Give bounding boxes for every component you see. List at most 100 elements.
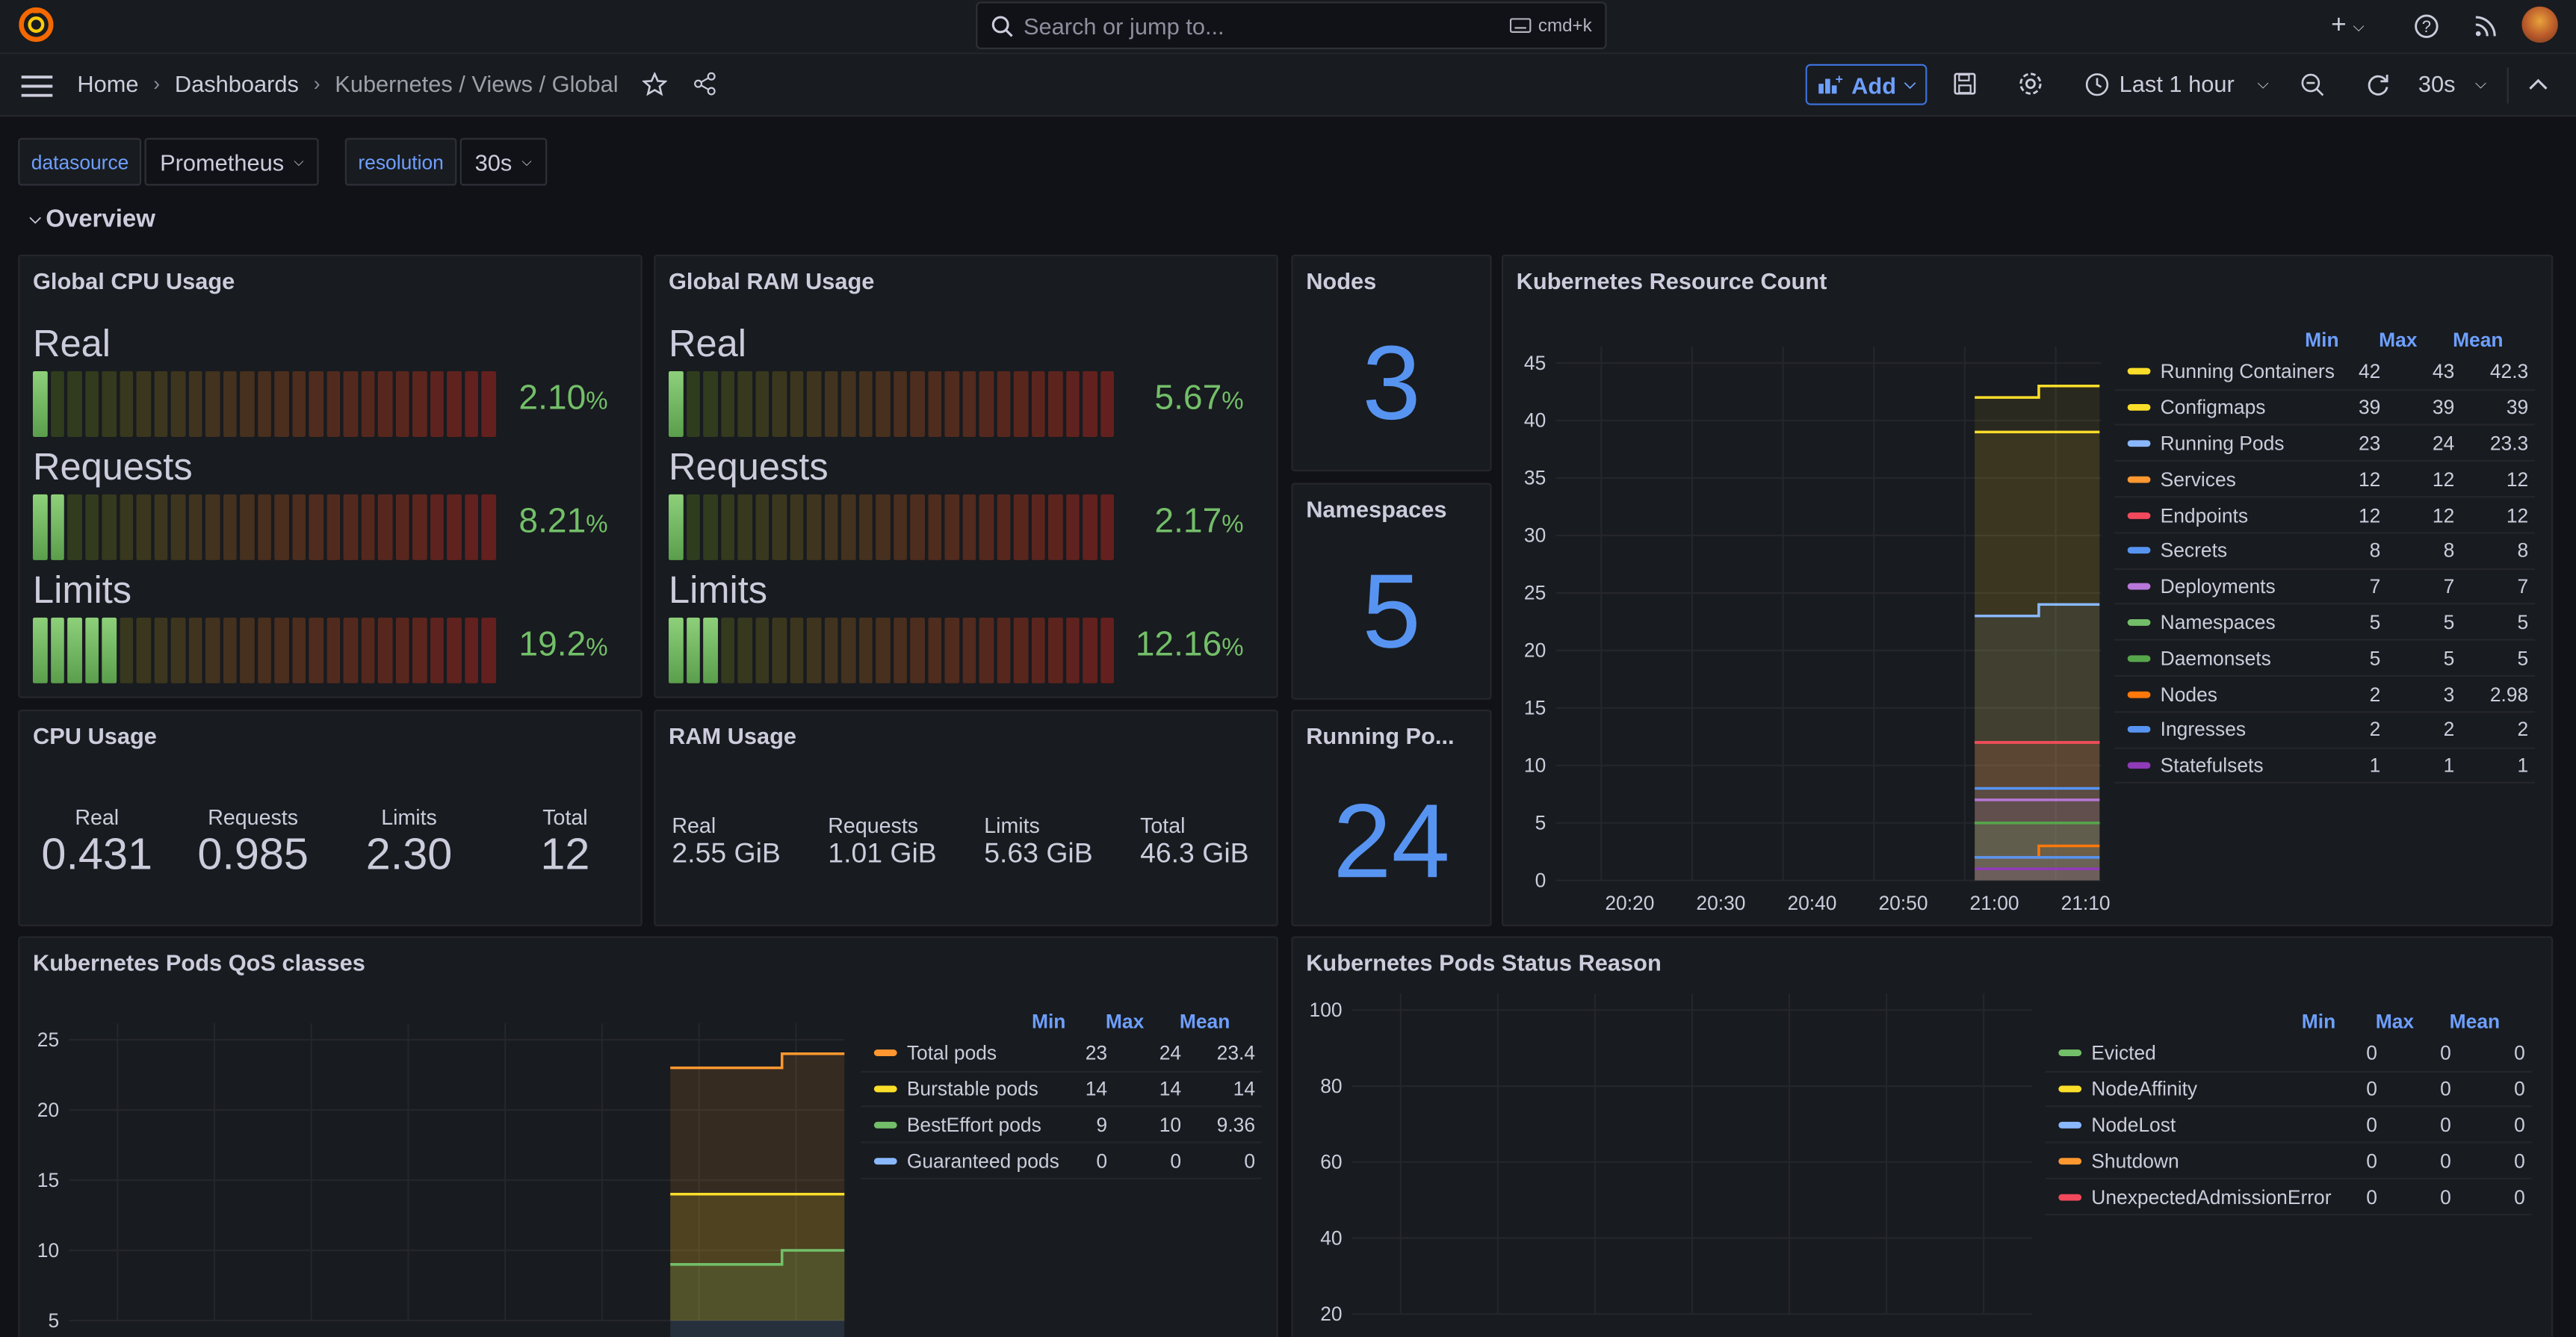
variable-resolution-select[interactable]: 30s ⌵	[459, 137, 547, 186]
legend-item[interactable]: NodeLost 0 0 0	[2045, 1108, 2532, 1144]
legend-header-min[interactable]: Min	[2305, 328, 2339, 352]
help-icon[interactable]: ?	[2412, 11, 2442, 41]
gauge-cell	[481, 494, 495, 560]
legend-header-mean[interactable]: Mean	[2453, 328, 2504, 352]
legend-item[interactable]: UnexpectedAdmissionError 0 0 0	[2045, 1179, 2532, 1215]
legend-item[interactable]: Daemonsets 5 5 5	[2114, 641, 2536, 677]
panel-title: Kubernetes Pods QoS classes	[32, 949, 365, 976]
legend-item[interactable]: Configmaps 39 39 39	[2114, 391, 2536, 426]
legend-mean: 14	[1233, 1077, 1256, 1101]
series-line[interactable]	[670, 1249, 845, 1266]
gauge-cell	[67, 370, 81, 437]
grafana-logo-icon[interactable]	[18, 7, 54, 43]
gauge-cell	[755, 617, 770, 683]
collapse-icon[interactable]	[2527, 72, 2550, 96]
gauge-cell	[394, 617, 409, 683]
gauge-cell	[360, 370, 375, 437]
gauge-cell	[222, 494, 237, 560]
legend-item[interactable]: Total pods 23 24 23.4	[861, 1037, 1262, 1073]
legend-item[interactable]: Running Containers 42 43 42.3	[2114, 355, 2536, 391]
variable-resolution-value: 30s	[474, 149, 513, 176]
legend-item[interactable]: Ingresses 2 2 2	[2114, 713, 2536, 749]
legend-mean: 1	[2517, 754, 2529, 778]
legend-name: Evicted	[2091, 1041, 2156, 1065]
refresh-icon[interactable]	[2364, 71, 2390, 97]
legend-swatch	[2127, 512, 2151, 518]
legend-item[interactable]: Statefulsets 1 1 1	[2114, 748, 2536, 784]
menu-icon[interactable]	[19, 74, 52, 97]
legend-item[interactable]: Namespaces 5 5 5	[2114, 606, 2536, 642]
legend-header-max[interactable]: Max	[2379, 328, 2418, 352]
rss-icon[interactable]	[2471, 11, 2501, 41]
gauge-cell	[858, 370, 873, 437]
gauge-cell	[102, 494, 117, 560]
legend-header-max[interactable]: Max	[2375, 1010, 2415, 1034]
add-button[interactable]: + Add ⌵	[1805, 63, 1928, 105]
stat-label: Requests	[208, 804, 299, 830]
gauge-cell	[274, 617, 288, 683]
series-line[interactable]	[670, 1052, 845, 1070]
gauge-cell	[188, 370, 202, 437]
legend-header-max[interactable]: Max	[1105, 1010, 1145, 1034]
avatar[interactable]	[2521, 6, 2558, 43]
time-range-picker[interactable]: Last 1 hour ⌵	[2085, 71, 2269, 97]
gauge-cell	[927, 494, 942, 560]
breadcrumb-dashboards[interactable]: Dashboards	[174, 70, 299, 97]
refresh-interval-picker[interactable]: 30s ⌵	[2418, 70, 2486, 97]
gauge-cell	[996, 370, 1011, 437]
legend-min: 0	[2366, 1149, 2377, 1173]
search-input[interactable]: Search or jump to... cmd+k	[976, 1, 1607, 49]
gauge-cell	[170, 494, 185, 560]
gauge-cell	[377, 494, 392, 560]
legend-item[interactable]: Guaranteed pods 0 0 0	[861, 1144, 1262, 1180]
panel-running-pods: Running Po... 24	[1291, 709, 1492, 927]
gauge-cell	[377, 370, 392, 437]
gauge-cell	[686, 494, 700, 560]
legend-header-mean[interactable]: Mean	[2449, 1010, 2501, 1034]
legend-item[interactable]: Endpoints 12 12 12	[2114, 498, 2536, 534]
legend-swatch	[2127, 618, 2151, 626]
legend-item[interactable]: Secrets 8 8 8	[2114, 534, 2536, 570]
legend-min: 2	[2369, 718, 2381, 742]
star-icon[interactable]	[643, 71, 668, 96]
x-tick-label: 21:00	[1970, 892, 2019, 914]
row-overview[interactable]: ⌵ Overview	[30, 205, 155, 233]
legend-header-min[interactable]: Min	[2301, 1010, 2336, 1034]
series-line[interactable]	[1975, 603, 2100, 618]
gauge-label: Limits	[32, 568, 132, 612]
legend-item[interactable]: Services 12 12 12	[2114, 462, 2536, 498]
gauge-cell	[343, 370, 358, 437]
panel-title: Global CPU Usage	[32, 267, 235, 294]
legend-swatch	[2127, 654, 2151, 662]
legend-item[interactable]: Burstable pods 14 14 14	[861, 1073, 1262, 1108]
legend-max: 14	[1159, 1077, 1182, 1101]
gauge-cell	[136, 370, 151, 437]
gauge-value-number: 2.17	[1154, 502, 1222, 541]
legend-item[interactable]: Nodes 2 3 2.98	[2114, 677, 2536, 713]
gauge-cell	[84, 370, 99, 437]
legend-item[interactable]: Running Pods 23 24 23.3	[2114, 426, 2536, 462]
legend-item[interactable]: NodeAffinity 0 0 0	[2045, 1073, 2532, 1108]
legend-min: 0	[2366, 1185, 2377, 1209]
legend-item[interactable]: Shutdown 0 0 0	[2045, 1144, 2532, 1180]
gauge-cell	[481, 370, 495, 437]
legend-item[interactable]: Deployments 7 7 7	[2114, 570, 2536, 606]
legend-header-min[interactable]: Min	[1031, 1010, 1066, 1034]
settings-icon[interactable]	[2017, 71, 2043, 97]
share-icon[interactable]	[694, 72, 717, 96]
variable-datasource-select[interactable]: Prometheus ⌵	[145, 137, 319, 186]
zoom-out-icon[interactable]	[2298, 71, 2324, 97]
legend-item[interactable]: BestEffort pods 9 10 9.36	[861, 1108, 1262, 1144]
series-line[interactable]	[1975, 385, 2100, 399]
legend-name: Deployments	[2160, 574, 2276, 598]
save-icon[interactable]	[1951, 71, 1978, 97]
gauge-value-unit: %	[586, 510, 608, 539]
legend-header-mean[interactable]: Mean	[1179, 1010, 1230, 1034]
legend-swatch	[873, 1157, 897, 1164]
legend-max: 5	[2443, 610, 2455, 634]
plus-icon[interactable]: + ⌵	[2331, 11, 2365, 40]
legend-item[interactable]: Evicted 0 0 0	[2045, 1037, 2532, 1073]
nodes-value: 3	[1362, 323, 1421, 442]
breadcrumb-home[interactable]: Home	[77, 70, 139, 97]
legend-name: Statefulsets	[2160, 754, 2264, 778]
